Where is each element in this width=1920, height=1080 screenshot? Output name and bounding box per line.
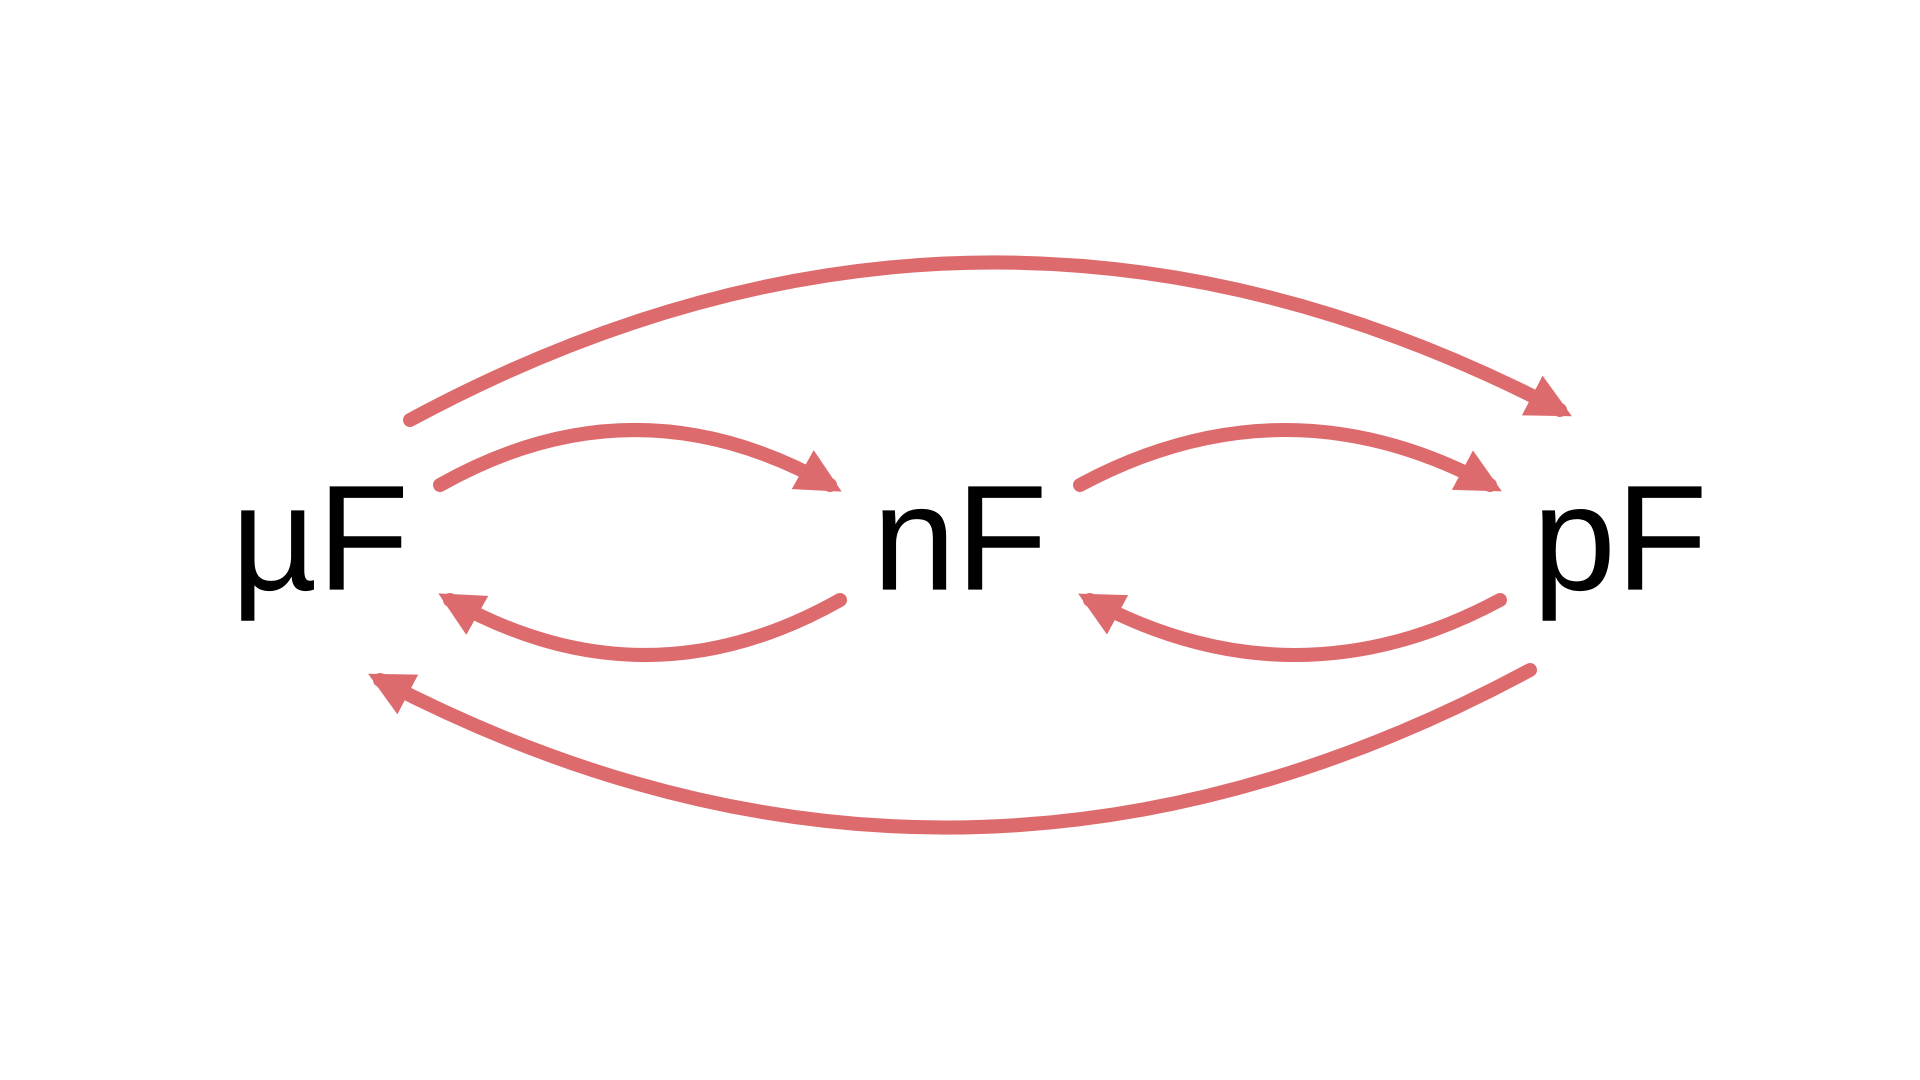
node-label-nF: nF (872, 454, 1047, 622)
arrow-nF-to-uF (450, 600, 840, 655)
arrow-nF-to-pF (1080, 430, 1490, 485)
arrow-uF-to-pF (410, 262, 1560, 420)
node-label-pF: pF (1532, 454, 1707, 622)
unit-conversion-diagram: µF nF pF (0, 0, 1920, 1080)
arrow-pF-to-nF (1090, 600, 1500, 655)
arrow-uF-to-nF (440, 430, 830, 485)
arrow-pF-to-uF (380, 670, 1530, 828)
node-label-uF: µF (231, 454, 409, 622)
